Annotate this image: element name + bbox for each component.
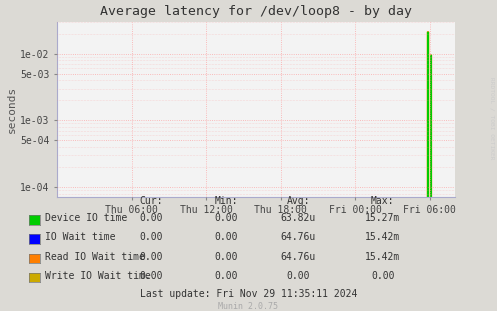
Text: Max:: Max: [371,196,395,206]
Text: 0.00: 0.00 [286,271,310,281]
Text: 0.00: 0.00 [214,213,238,223]
Text: 0.00: 0.00 [140,271,164,281]
Title: Average latency for /dev/loop8 - by day: Average latency for /dev/loop8 - by day [100,5,412,18]
Text: 0.00: 0.00 [140,232,164,242]
Text: Munin 2.0.75: Munin 2.0.75 [219,302,278,311]
Text: 15.42m: 15.42m [365,252,400,262]
Text: Avg:: Avg: [286,196,310,206]
Text: 0.00: 0.00 [214,271,238,281]
Text: 64.76u: 64.76u [281,232,316,242]
Text: IO Wait time: IO Wait time [45,232,115,242]
Text: RRDTOOL / TOBI OETIKER: RRDTOOL / TOBI OETIKER [490,77,495,160]
Text: 0.00: 0.00 [140,213,164,223]
Text: 0.00: 0.00 [371,271,395,281]
Y-axis label: seconds: seconds [7,86,17,133]
Text: 0.00: 0.00 [214,232,238,242]
Text: 63.82u: 63.82u [281,213,316,223]
Text: Device IO time: Device IO time [45,213,127,223]
Text: 15.42m: 15.42m [365,232,400,242]
Text: Cur:: Cur: [140,196,164,206]
Text: 0.00: 0.00 [140,252,164,262]
Text: 15.27m: 15.27m [365,213,400,223]
Text: Read IO Wait time: Read IO Wait time [45,252,145,262]
Text: Last update: Fri Nov 29 11:35:11 2024: Last update: Fri Nov 29 11:35:11 2024 [140,289,357,299]
Text: 64.76u: 64.76u [281,252,316,262]
Text: Min:: Min: [214,196,238,206]
Text: 0.00: 0.00 [214,252,238,262]
Text: Write IO Wait time: Write IO Wait time [45,271,151,281]
